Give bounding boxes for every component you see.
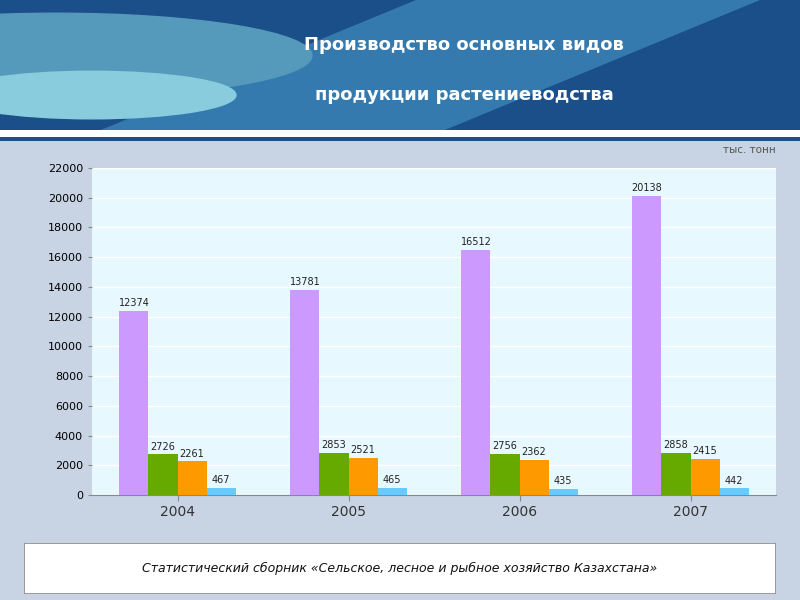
Polygon shape: [96, 0, 760, 132]
Bar: [462, 250, 490, 495]
Bar: [149, 454, 178, 495]
Bar: [206, 488, 236, 495]
Text: тыс. тонн: тыс. тонн: [723, 145, 776, 155]
Text: 435: 435: [554, 476, 572, 486]
Bar: [0, 130, 800, 137]
Bar: [378, 488, 406, 495]
FancyBboxPatch shape: [24, 543, 776, 594]
Text: Статистический сборник «Сельское, лесное и рыбное хозяйство Казахстана»: Статистический сборник «Сельское, лесное…: [142, 562, 658, 575]
Bar: [0, 137, 800, 141]
Bar: [349, 458, 378, 495]
Bar: [319, 452, 349, 495]
Bar: [119, 311, 149, 495]
Text: 2853: 2853: [322, 440, 346, 450]
Text: 442: 442: [725, 476, 743, 486]
Text: 2415: 2415: [693, 446, 718, 457]
Bar: [719, 488, 749, 495]
Text: 20138: 20138: [631, 183, 662, 193]
Text: Производство основных видов: Производство основных видов: [304, 36, 624, 54]
Text: 13781: 13781: [290, 277, 320, 287]
Bar: [490, 454, 519, 495]
Bar: [690, 459, 719, 495]
Text: 12374: 12374: [118, 298, 150, 308]
Bar: [519, 460, 549, 495]
Text: 16512: 16512: [461, 237, 491, 247]
Text: продукции растениеводства: продукции растениеводства: [314, 86, 614, 104]
Text: 2858: 2858: [663, 440, 688, 450]
Text: 2362: 2362: [522, 447, 546, 457]
Circle shape: [0, 71, 236, 119]
Text: 465: 465: [383, 475, 402, 485]
Legend: Зерно, Овощи и бахчевые культуры, Картофель, Хлопок: Зерно, Овощи и бахчевые культуры, Картоф…: [227, 547, 641, 566]
Circle shape: [0, 13, 312, 98]
Text: 2261: 2261: [180, 449, 205, 459]
Bar: [662, 452, 690, 495]
Bar: [178, 461, 206, 495]
Bar: [632, 196, 662, 495]
Text: 467: 467: [212, 475, 230, 485]
Text: 2726: 2726: [150, 442, 175, 452]
Text: 2521: 2521: [350, 445, 375, 455]
Bar: [549, 488, 578, 495]
Text: 2756: 2756: [493, 442, 518, 451]
Bar: [290, 290, 319, 495]
